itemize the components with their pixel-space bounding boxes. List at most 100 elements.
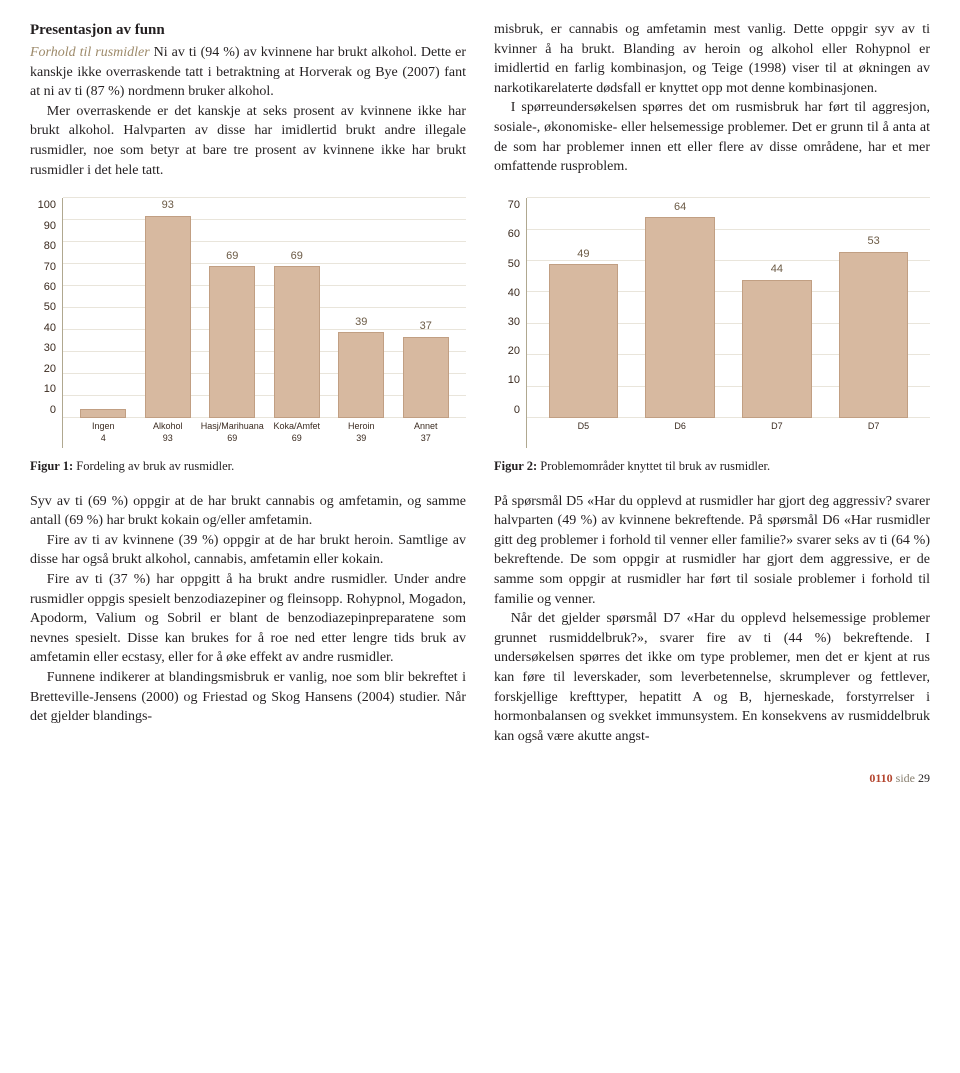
bar-slot: 44 xyxy=(729,198,826,418)
bar xyxy=(403,337,449,418)
x-label: D7 xyxy=(729,418,826,448)
chart1-plot: 9369693937 Ingen4Alkohol93Hasj/Marihuana… xyxy=(62,198,466,448)
x-label-main: Annet xyxy=(414,421,438,431)
bar xyxy=(80,409,126,418)
footer-page: 29 xyxy=(918,771,930,785)
bl-p2: Fire av ti av kvinnene (39 %) oppgir at … xyxy=(30,531,466,570)
y-tick: 70 xyxy=(30,260,56,275)
bottom-text-columns: Syv av ti (69 %) oppgir at de har brukt … xyxy=(30,492,930,747)
y-tick: 20 xyxy=(30,362,56,377)
br-p1: På spørsmål D5 «Har du opplevd at rusmid… xyxy=(494,492,930,610)
x-label: Alkohol 93 xyxy=(136,418,201,448)
chart1-bars: 93 69 69 39 37 xyxy=(63,198,466,418)
x-label-sub: 69 xyxy=(200,433,265,443)
y-tick: 50 xyxy=(30,300,56,315)
top-text-columns: Presentasjon av funn Forhold til rusmidl… xyxy=(30,20,930,180)
fig1-strong: Figur 1: xyxy=(30,459,73,473)
footer-side-label: side xyxy=(893,771,918,785)
y-tick: 0 xyxy=(30,403,56,418)
footer-issue: 0110 xyxy=(869,771,892,785)
chart1-wrap: 0102030405060708090100 9369693937 Ingen4… xyxy=(30,198,466,476)
top-right-col: misbruk, er cannabis og amfetamin mest v… xyxy=(494,20,930,180)
fig2-rest: Problemområder knyttet til bruk av rusmi… xyxy=(537,459,770,473)
y-tick: 10 xyxy=(30,382,56,397)
section-title: Presentasjon av funn xyxy=(30,20,466,41)
chart2-plot: 496444 53 D5 D6 D7 D7 xyxy=(526,198,930,448)
x-label-main: D5 xyxy=(578,421,590,431)
bar-value-label: 69 xyxy=(226,249,238,264)
bar-value-label: 39 xyxy=(355,315,367,330)
bar-slot xyxy=(71,198,136,418)
chart2-wrap: 0 10 20 30 40 50 60 70 496444 53 D5 D6 D7 D7 Figur … xyxy=(494,198,930,476)
chart2-bars: 496444 53 xyxy=(527,198,930,418)
x-label: Hasj/Marihuana 69 xyxy=(200,418,265,448)
x-label: Ingen 4 xyxy=(71,418,136,448)
y-tick: 40 xyxy=(494,286,520,301)
bar xyxy=(209,266,255,418)
x-label: Koka/Amfet 69 xyxy=(265,418,330,448)
y-tick: 40 xyxy=(30,321,56,336)
x-label-sub: 69 xyxy=(265,433,330,443)
y-tick: 90 xyxy=(30,219,56,234)
x-label-sub: 4 xyxy=(71,433,136,443)
y-tick: 50 xyxy=(494,257,520,272)
br-p2: Når det gjelder spørsmål D7 «Har du oppl… xyxy=(494,609,930,746)
chart2-x-labels: D5 D6 D7 D7 xyxy=(527,418,930,448)
bl-p4: Funnene indikerer at blandingsmisbruk er… xyxy=(30,668,466,727)
bar xyxy=(839,252,909,419)
bar-value-label: 53 xyxy=(868,234,880,249)
chart1-x-labels: Ingen4Alkohol93Hasj/Marihuana69Koka/Amfe… xyxy=(63,418,466,448)
x-label-main: Koka/Amfet xyxy=(273,421,320,431)
y-tick: 0 xyxy=(494,403,520,418)
x-label: D6 xyxy=(632,418,729,448)
x-label: Heroin39 xyxy=(329,418,394,448)
y-tick: 70 xyxy=(494,198,520,213)
bar xyxy=(145,216,191,419)
bar-slot: 69 xyxy=(200,198,265,418)
bar xyxy=(338,332,384,418)
bottom-left-col: Syv av ti (69 %) oppgir at de har brukt … xyxy=(30,492,466,747)
x-label-main: Alkohol xyxy=(153,421,183,431)
bar-slot: 93 xyxy=(136,198,201,418)
bl-p1: Syv av ti (69 %) oppgir at de har brukt … xyxy=(30,492,466,531)
chart2-y-axis: 0 10 20 30 40 50 60 70 xyxy=(494,198,526,448)
x-label: D7 xyxy=(825,418,922,448)
fig2-strong: Figur 2: xyxy=(494,459,537,473)
bar xyxy=(549,264,619,418)
fig1-rest: Fordeling av bruk av rusmidler. xyxy=(73,459,234,473)
bar-slot: 64 xyxy=(632,198,729,418)
bar-slot: 49 xyxy=(535,198,632,418)
page-footer: 0110 side 29 xyxy=(30,770,930,787)
bar-slot: 69 xyxy=(265,198,330,418)
top-left-p2: Mer overraskende er det kanskje at seks … xyxy=(30,102,466,180)
x-label-main: D7 xyxy=(771,421,783,431)
bar-slot: 53 xyxy=(825,198,922,418)
y-tick: 80 xyxy=(30,239,56,254)
bar-slot: 37 xyxy=(394,198,459,418)
bar-value-label: 37 xyxy=(420,319,432,334)
x-label-sub: 93 xyxy=(136,433,201,443)
y-tick: 10 xyxy=(494,373,520,388)
x-label: D5 xyxy=(535,418,632,448)
y-tick: 60 xyxy=(30,280,56,295)
chart-row: 0102030405060708090100 9369693937 Ingen4… xyxy=(30,198,930,476)
top-right-p2: I spørreundersøkelsen spørres det om rus… xyxy=(494,98,930,176)
bar-value-label: 93 xyxy=(162,198,174,213)
x-label-main: Hasj/Marihuana xyxy=(201,421,264,431)
y-tick: 30 xyxy=(30,341,56,356)
y-tick: 20 xyxy=(494,344,520,359)
top-left-p1: Forhold til rusmidler Ni av ti (94 %) av… xyxy=(30,43,466,102)
top-left-col: Presentasjon av funn Forhold til rusmidl… xyxy=(30,20,466,180)
bar xyxy=(274,266,320,418)
y-tick: 100 xyxy=(30,198,56,213)
bottom-right-col: På spørsmål D5 «Har du opplevd at rusmid… xyxy=(494,492,930,747)
chart1-caption: Figur 1: Fordeling av bruk av rusmidler. xyxy=(30,458,466,476)
bl-p3: Fire av ti (37 %) har oppgitt å ha brukt… xyxy=(30,570,466,668)
top-right-p1: misbruk, er cannabis og amfetamin mest v… xyxy=(494,20,930,98)
y-tick: 60 xyxy=(494,227,520,242)
x-label-main: Ingen xyxy=(92,421,115,431)
bar-slot: 39 xyxy=(329,198,394,418)
bar xyxy=(645,217,715,418)
bar xyxy=(742,280,812,418)
y-tick: 30 xyxy=(494,315,520,330)
